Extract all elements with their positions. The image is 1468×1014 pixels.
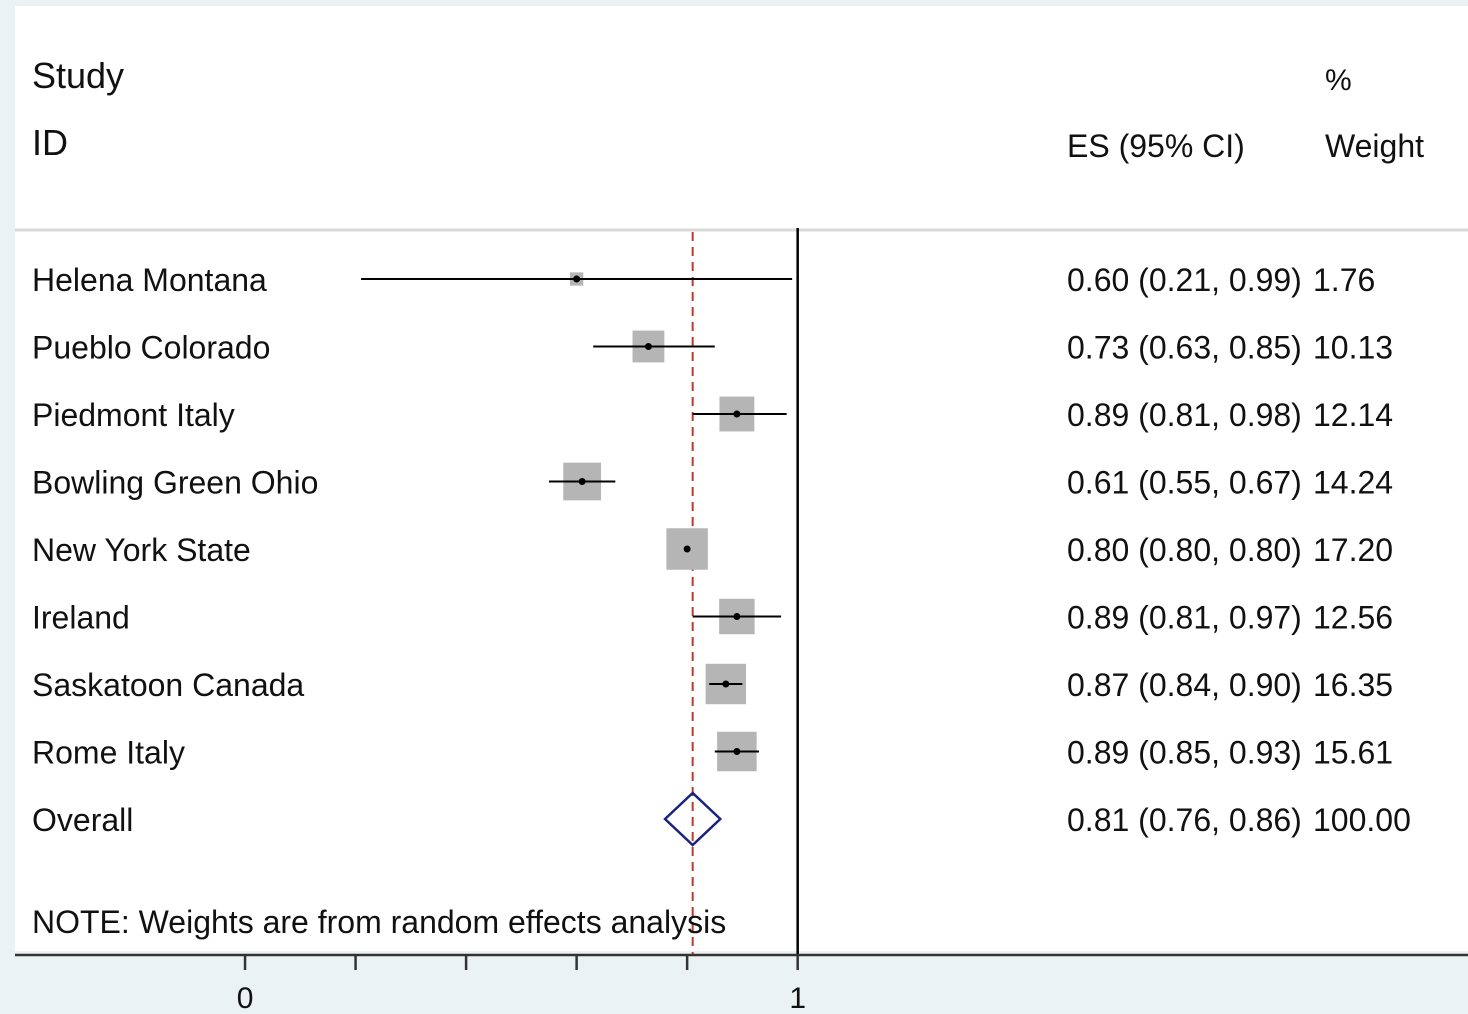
weight-value: 12.56 xyxy=(1313,600,1393,636)
study-name: Bowling Green Ohio xyxy=(32,465,318,501)
header-study-label: Study xyxy=(32,55,124,96)
es-ci-value: 0.89 (0.85, 0.93) xyxy=(1067,735,1302,771)
x-axis-tick-label: 0 xyxy=(237,982,254,1009)
weight-value: 17.20 xyxy=(1313,532,1393,568)
point-estimate xyxy=(573,275,581,283)
x-axis-tick-label: 1 xyxy=(789,982,806,1009)
point-estimate xyxy=(644,343,652,350)
es-ci-value: 0.89 (0.81, 0.97) xyxy=(1067,600,1302,636)
header-percent-label: % xyxy=(1325,64,1352,97)
header-id-label: ID xyxy=(32,122,68,163)
point-estimate xyxy=(578,478,586,485)
es-ci-value: 0.60 (0.21, 0.99) xyxy=(1067,262,1302,298)
es-ci-value: 0.73 (0.63, 0.85) xyxy=(1067,330,1302,366)
overall-weight-value: 100.00 xyxy=(1313,802,1411,838)
point-estimate xyxy=(733,613,741,620)
header-es-label: ES (95% CI) xyxy=(1067,128,1245,164)
note-text: NOTE: Weights are from random effects an… xyxy=(32,904,726,940)
plot-background xyxy=(15,6,1468,951)
weight-value: 15.61 xyxy=(1313,735,1393,771)
es-ci-value: 0.80 (0.80, 0.80) xyxy=(1067,532,1302,568)
overall-es-ci-value: 0.81 (0.76, 0.86) xyxy=(1067,802,1302,838)
overall-diamond xyxy=(663,791,723,847)
point-estimate xyxy=(733,748,741,755)
study-name: Saskatoon Canada xyxy=(32,667,304,703)
weight-value: 1.76 xyxy=(1313,262,1375,298)
study-name: New York State xyxy=(32,532,251,568)
weight-value: 16.35 xyxy=(1313,667,1393,703)
point-estimate xyxy=(733,410,741,418)
weight-value: 14.24 xyxy=(1313,465,1393,501)
point-estimate xyxy=(683,545,691,553)
study-name: Rome Italy xyxy=(32,735,185,771)
point-estimate xyxy=(722,680,730,688)
study-name: Pueblo Colorado xyxy=(32,330,270,366)
es-ci-value: 0.87 (0.84, 0.90) xyxy=(1067,667,1302,703)
es-ci-value: 0.89 (0.81, 0.98) xyxy=(1067,397,1302,433)
study-name: Ireland xyxy=(32,600,130,636)
es-ci-value: 0.61 (0.55, 0.67) xyxy=(1067,465,1302,501)
weight-value: 12.14 xyxy=(1313,397,1393,433)
header-weight-label: Weight xyxy=(1325,128,1424,164)
weight-value: 10.13 xyxy=(1313,330,1393,366)
study-name: Helena Montana xyxy=(32,262,267,298)
study-name: Piedmont Italy xyxy=(32,397,235,433)
study-rows: Helena Montana 0.60 (0.21, 0.99) 1.76 Puebl… xyxy=(32,228,1411,955)
overall-label: Overall xyxy=(32,802,133,838)
